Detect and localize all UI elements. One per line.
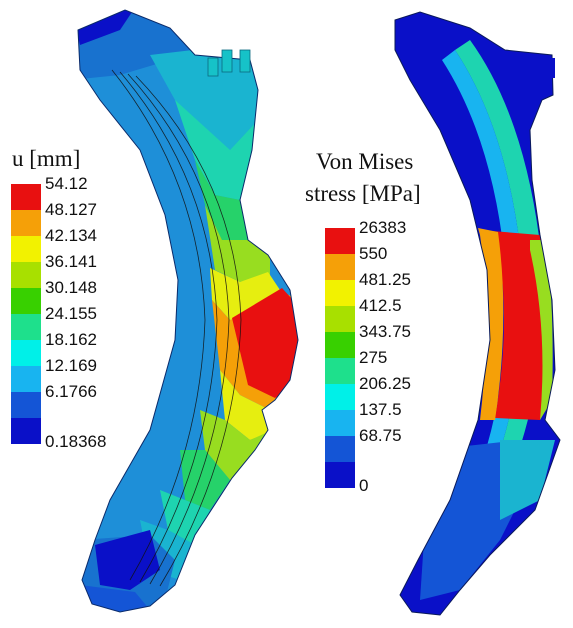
legend-swatch: [325, 410, 355, 436]
legend-swatch: [325, 384, 355, 410]
legend-value: 30.148: [45, 278, 97, 297]
legend-value: 48.127: [45, 200, 97, 219]
terminal-blocks: [207, 49, 251, 77]
legend-value: 412.5: [359, 296, 402, 315]
legend-value: 24.155: [45, 304, 97, 323]
legend-swatch: [11, 392, 41, 418]
legend-value: 137.5: [359, 400, 402, 419]
legend-swatch: [325, 436, 355, 462]
legend-swatch: [11, 262, 41, 288]
legend-value: 26383: [359, 218, 407, 237]
legend-swatch: [11, 184, 41, 210]
legend-value: 481.25: [359, 270, 411, 289]
legend-value: 6.1766: [45, 382, 97, 401]
legend-value: 0.18368: [45, 432, 107, 451]
stress-terminal-blocks: [514, 58, 555, 78]
legend-value: 54.12: [45, 174, 88, 193]
legend-swatch: [11, 210, 41, 236]
legend-value: 12.169: [45, 356, 97, 375]
legend-swatch: [325, 358, 355, 384]
legend-swatch: [325, 306, 355, 332]
legend-swatch: [325, 462, 355, 488]
stress-legend-title-line2: stress [MPa]: [305, 181, 421, 206]
legend-value: 68.75: [359, 426, 402, 445]
displacement-legend-title: u [mm]: [12, 146, 81, 171]
legend-swatch: [11, 314, 41, 340]
legend-value: 42.134: [45, 226, 97, 245]
legend-swatch: [325, 254, 355, 280]
legend-swatch: [11, 236, 41, 262]
stress-legend-title-line1: Von Mises: [316, 149, 414, 174]
legend-swatch: [325, 332, 355, 358]
legend-swatch: [11, 288, 41, 314]
legend-swatch: [11, 366, 41, 392]
legend-value: 550: [359, 244, 388, 263]
legend-value: 0: [359, 476, 369, 495]
legend-swatch: [325, 228, 355, 254]
legend-swatch: [325, 280, 355, 306]
legend-swatch: [11, 418, 41, 444]
legend-value: 36.141: [45, 252, 97, 271]
legend-value: 343.75: [359, 322, 411, 341]
legend-value: 18.162: [45, 330, 97, 349]
stress-contour-model: [395, 12, 560, 615]
displacement-mesh-lines: [111, 69, 242, 587]
legend-value: 206.25: [359, 374, 411, 393]
legend-swatch: [11, 340, 41, 366]
legend-value: 275: [359, 348, 388, 367]
